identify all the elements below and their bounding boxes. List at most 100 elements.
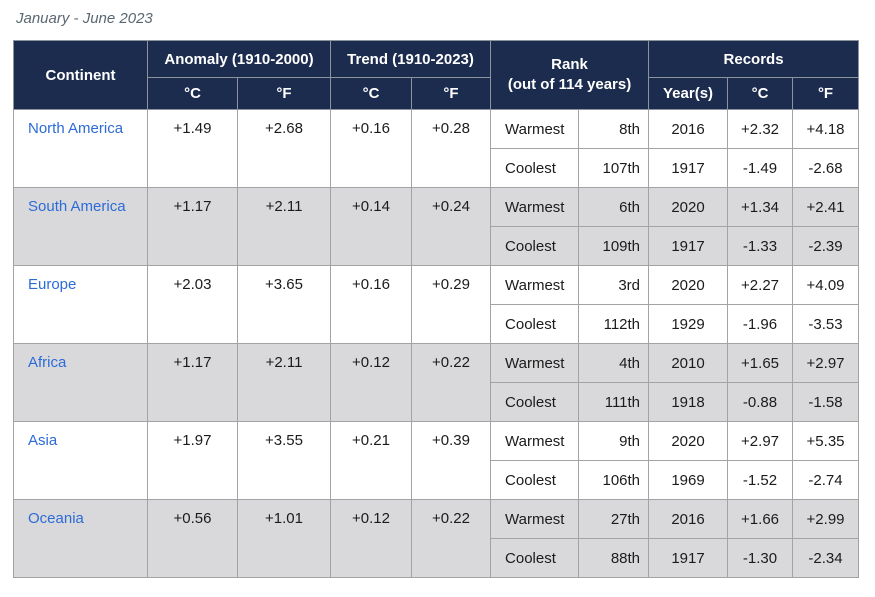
table-row-warmest: Oceania +0.56 +1.01 +0.12 +0.22 Warmest … [13,499,860,578]
warmest-year: 2010 [648,343,729,383]
header-records-years: Year(s) [648,77,729,110]
warmest-year: 2016 [648,109,729,149]
trend-fahrenheit-cell: +0.39 [410,421,492,500]
warmest-record-fahrenheit: +2.97 [792,343,860,383]
table-row-warmest: South America +1.17 +2.11 +0.14 +0.24 Wa… [13,187,860,266]
trend-fahrenheit-cell: +0.29 [410,265,492,344]
anomaly-fahrenheit-cell: +1.01 [237,499,331,578]
warmest-label: Warmest [490,421,580,461]
warmest-record-celsius: +1.65 [727,343,794,383]
coolest-record-fahrenheit: -2.39 [792,226,860,266]
table-row-coolest: Coolest 106th 1969 -1.52 -2.74 [14,460,860,500]
coolest-rank: 111th [578,382,650,422]
warmest-label: Warmest [490,265,580,305]
trend-fahrenheit-cell: +0.22 [410,343,492,422]
continent-link[interactable]: Asia [13,421,148,500]
coolest-record-fahrenheit: -2.68 [792,148,860,188]
warmest-year: 2020 [648,187,729,227]
anomaly-celsius-cell: +1.97 [147,421,238,500]
warmest-record-fahrenheit: +4.09 [792,265,860,305]
header-rank: Rank (out of 114 years) [490,40,650,110]
trend-celsius-cell: +0.16 [330,265,412,344]
table-row-coolest: Coolest 88th 1917 -1.30 -2.34 [14,538,860,578]
continent-link[interactable]: Africa [13,343,148,422]
coolest-record-celsius: -1.96 [727,304,794,344]
continent-link[interactable]: North America [13,109,148,188]
warmest-label: Warmest [490,187,580,227]
warmest-year: 2020 [648,265,729,305]
warmest-record-celsius: +1.34 [727,187,794,227]
coolest-rank: 106th [578,460,650,500]
header-records-fahrenheit: °F [792,77,860,110]
coolest-year: 1918 [648,382,729,422]
header-trend-fahrenheit: °F [410,77,492,110]
anomaly-celsius-cell: +2.03 [147,265,238,344]
warmest-rank: 4th [578,343,650,383]
warmest-label: Warmest [490,109,580,149]
coolest-rank: 112th [578,304,650,344]
header-rank-line2: (out of 114 years) [507,76,632,93]
anomaly-fahrenheit-cell: +2.11 [237,343,331,422]
trend-fahrenheit-cell: +0.28 [410,109,492,188]
coolest-record-fahrenheit: -3.53 [792,304,860,344]
warmest-record-fahrenheit: +4.18 [792,109,860,149]
coolest-record-celsius: -1.49 [727,148,794,188]
warmest-rank: 9th [578,421,650,461]
warmest-rank: 8th [578,109,650,149]
header-trend: Trend (1910-2023) [329,40,492,78]
coolest-record-fahrenheit: -2.34 [792,538,860,578]
header-trend-celsius: °C [330,77,412,110]
header-anomaly-fahrenheit: °F [237,77,331,110]
warmest-record-celsius: +2.27 [727,265,794,305]
table-row-warmest: Africa +1.17 +2.11 +0.12 +0.22 Warmest 4… [13,343,860,422]
coolest-label: Coolest [490,460,580,500]
coolest-label: Coolest [490,148,580,188]
coolest-record-celsius: -1.33 [727,226,794,266]
header-anomaly: Anomaly (1910-2000) [147,40,331,78]
coolest-label: Coolest [490,304,580,344]
continent-link[interactable]: Europe [13,265,148,344]
anomaly-celsius-cell: +1.49 [147,109,238,188]
trend-fahrenheit-cell: +0.24 [410,187,492,266]
coolest-rank: 88th [578,538,650,578]
warmest-record-celsius: +1.66 [727,499,794,539]
anomaly-celsius-cell: +0.56 [147,499,238,578]
anomaly-celsius-cell: +1.17 [147,343,238,422]
coolest-record-fahrenheit: -1.58 [792,382,860,422]
warmest-label: Warmest [490,499,580,539]
header-records: Records [648,40,860,78]
table-row-coolest: Coolest 109th 1917 -1.33 -2.39 [14,226,860,266]
anomaly-fahrenheit-cell: +3.65 [237,265,331,344]
warmest-label: Warmest [490,343,580,383]
continent-link[interactable]: Oceania [13,499,148,578]
trend-celsius-cell: +0.12 [330,343,412,422]
warmest-year: 2016 [648,499,729,539]
warmest-record-celsius: +2.32 [727,109,794,149]
table-row-coolest: Coolest 111th 1918 -0.88 -1.58 [14,382,860,422]
coolest-label: Coolest [490,538,580,578]
page-title: January - June 2023 [16,10,153,27]
warmest-rank: 27th [578,499,650,539]
header-rank-line1: Rank [551,55,588,73]
table-row-warmest: Asia +1.97 +3.55 +0.21 +0.39 Warmest 9th… [13,421,860,500]
coolest-rank: 109th [578,226,650,266]
trend-celsius-cell: +0.21 [330,421,412,500]
anomaly-fahrenheit-cell: +2.68 [237,109,331,188]
coolest-year: 1969 [648,460,729,500]
coolest-year: 1917 [648,148,729,188]
trend-celsius-cell: +0.14 [330,187,412,266]
table-row-warmest: Europe +2.03 +3.65 +0.16 +0.29 Warmest 3… [13,265,860,344]
anomaly-fahrenheit-cell: +3.55 [237,421,331,500]
coolest-year: 1917 [648,538,729,578]
trend-celsius-cell: +0.16 [330,109,412,188]
anomaly-fahrenheit-cell: +2.11 [237,187,331,266]
trend-celsius-cell: +0.12 [330,499,412,578]
continent-link[interactable]: South America [13,187,148,266]
anomaly-celsius-cell: +1.17 [147,187,238,266]
warmest-record-fahrenheit: +5.35 [792,421,860,461]
table-body: North America +1.49 +2.68 +0.16 +0.28 Wa… [13,109,860,578]
coolest-record-fahrenheit: -2.74 [792,460,860,500]
coolest-record-celsius: -0.88 [727,382,794,422]
header-records-celsius: °C [727,77,794,110]
